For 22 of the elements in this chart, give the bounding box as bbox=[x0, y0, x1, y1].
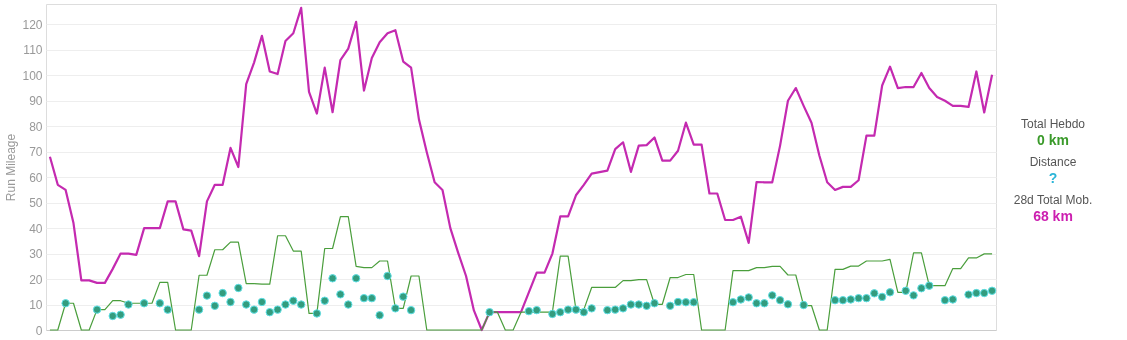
y-tick-label: 40 bbox=[29, 221, 43, 236]
y-tick-label: 60 bbox=[29, 170, 43, 185]
line-series bbox=[48, 6, 994, 332]
text: 0 km bbox=[1037, 132, 1069, 148]
text: ? bbox=[1048, 170, 1058, 186]
text: Total Hebdo bbox=[1020, 117, 1086, 131]
y-tick-label: 90 bbox=[29, 94, 43, 109]
y-axis-title: Run Mileage bbox=[4, 133, 19, 202]
text: 28d Total Mob. bbox=[1013, 193, 1093, 207]
y-tick-label: 50 bbox=[29, 196, 43, 211]
y-tick-label: 70 bbox=[29, 145, 43, 160]
y-tick-label: 20 bbox=[29, 272, 43, 287]
y-tick-label: 100 bbox=[22, 68, 43, 83]
y-tick-label: 30 bbox=[29, 247, 43, 262]
y-tick-label: 120 bbox=[22, 17, 43, 32]
y-tick-label: 80 bbox=[29, 119, 43, 134]
text: 68 km bbox=[1033, 208, 1073, 224]
text: Distance bbox=[1029, 155, 1077, 169]
line-series bbox=[49, 216, 993, 331]
y-tick-label: 0 bbox=[35, 323, 43, 338]
y-tick-label: 10 bbox=[29, 298, 43, 313]
y-tick-label: 110 bbox=[23, 43, 43, 58]
